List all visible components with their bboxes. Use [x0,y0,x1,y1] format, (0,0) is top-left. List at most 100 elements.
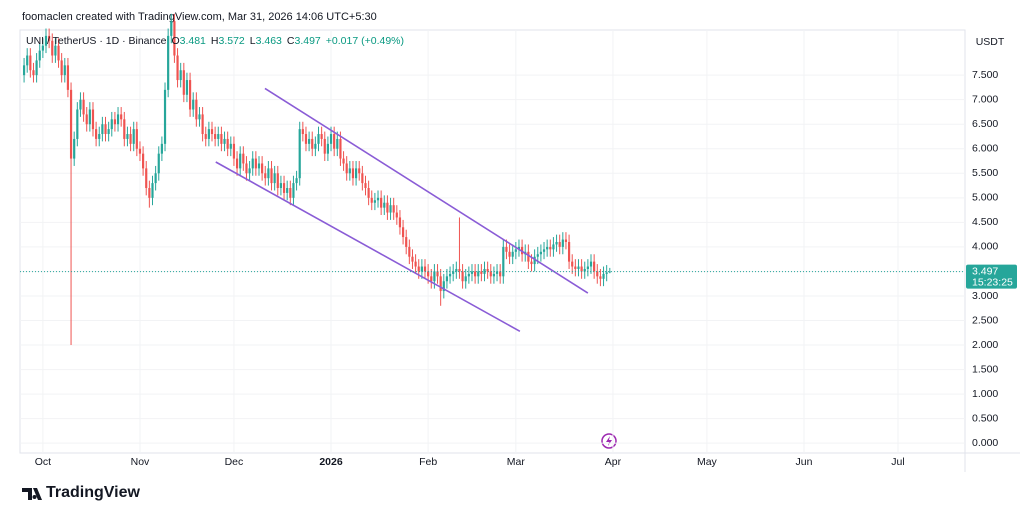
candle-body [110,119,113,130]
candle-body [536,254,539,257]
candle-body [383,202,386,208]
y-tick-label: 7.500 [972,69,998,81]
candle-body [282,183,286,193]
candle-body [552,244,555,250]
x-tick-label: Mar [507,456,526,468]
candle-body [392,205,395,213]
candle-body [583,268,586,272]
candle-body [195,99,198,120]
candle-body [505,246,508,252]
candle-body [514,249,517,252]
candle-body [517,246,521,250]
candle-body [539,251,542,255]
brand-logo [22,488,42,500]
candle-body [60,60,63,76]
candle-body [593,261,596,272]
candle-body [336,138,339,149]
candle-body [301,129,304,135]
candle-body [370,197,373,203]
candle-body [555,241,558,245]
legend-item: H3.572 [211,35,245,47]
candle-body [439,276,442,292]
candle-body [474,271,477,277]
candle-body [480,271,483,274]
candle-body [298,129,301,179]
candle-body [123,119,126,139]
x-tick-label: 2026 [319,456,343,468]
candle-body [408,246,411,257]
candle-body [261,163,264,174]
candle-body [605,272,608,274]
candle-body [358,168,361,174]
candle-body [452,271,455,274]
candle-body [329,134,333,144]
change: +0.017 (+0.49%) [325,35,405,47]
candle-body [445,276,449,282]
candle-body [173,21,176,56]
candle-body [132,129,135,144]
candle-body [66,65,70,90]
candle-body [376,197,380,201]
candle-body [223,138,226,144]
candle-body [129,134,132,144]
candle-body [533,256,536,265]
legend-value: 3.481 [179,35,206,47]
grid [20,30,965,453]
candle-body [217,134,220,139]
candle-body [295,178,298,184]
x-tick-label: May [697,456,718,468]
candle-body [138,148,142,154]
candle-body [577,266,580,269]
candle-body [401,227,405,238]
candle-body [492,273,496,277]
candle-body [423,266,427,272]
candle-body [348,168,351,174]
candle-body [320,134,323,139]
candle-body [483,268,486,274]
last-price-box [966,264,1017,289]
y-tick-label: 4.500 [972,216,998,228]
y-tick-label: 4.000 [972,241,998,253]
candle-body [389,205,392,213]
candle-body [561,239,564,247]
candle-body [486,268,489,272]
x-tick-label: Oct [35,456,51,468]
candle-body [511,251,514,257]
candle-body [185,80,189,95]
plot-frame [19,29,966,454]
candle-body [210,129,214,135]
candle-body [314,143,317,149]
x-tick-label: Nov [131,456,150,468]
candle-body [489,271,492,277]
y-tick-label: 5.500 [972,167,998,179]
candle-body [198,114,201,120]
candle-body [602,273,605,279]
candle-body [502,246,505,277]
candle-body [69,89,73,159]
legend-key: L [249,35,256,47]
candle-body [373,200,376,203]
currency: USDT [976,36,1005,48]
candle-body [286,188,289,193]
candle-body [254,158,257,169]
countdown: 15:23:25 [972,276,1013,288]
candle-body [48,35,51,41]
candle-body [436,271,439,277]
candle-body [339,138,342,159]
legend-value: 3.497 [294,35,321,47]
candle-body [220,134,223,144]
candle-body [157,153,160,174]
candle-body [257,163,261,169]
candle-body [248,168,251,174]
candle-body [154,173,157,184]
brand: TradingView [46,484,140,501]
candle-body [589,261,593,267]
candle-body [461,271,464,282]
candle-body [142,153,145,169]
candle-body [542,249,546,252]
candle-body [414,261,417,267]
legend-key: H [210,35,219,47]
candle-body [304,134,308,144]
candle-body [95,129,98,139]
